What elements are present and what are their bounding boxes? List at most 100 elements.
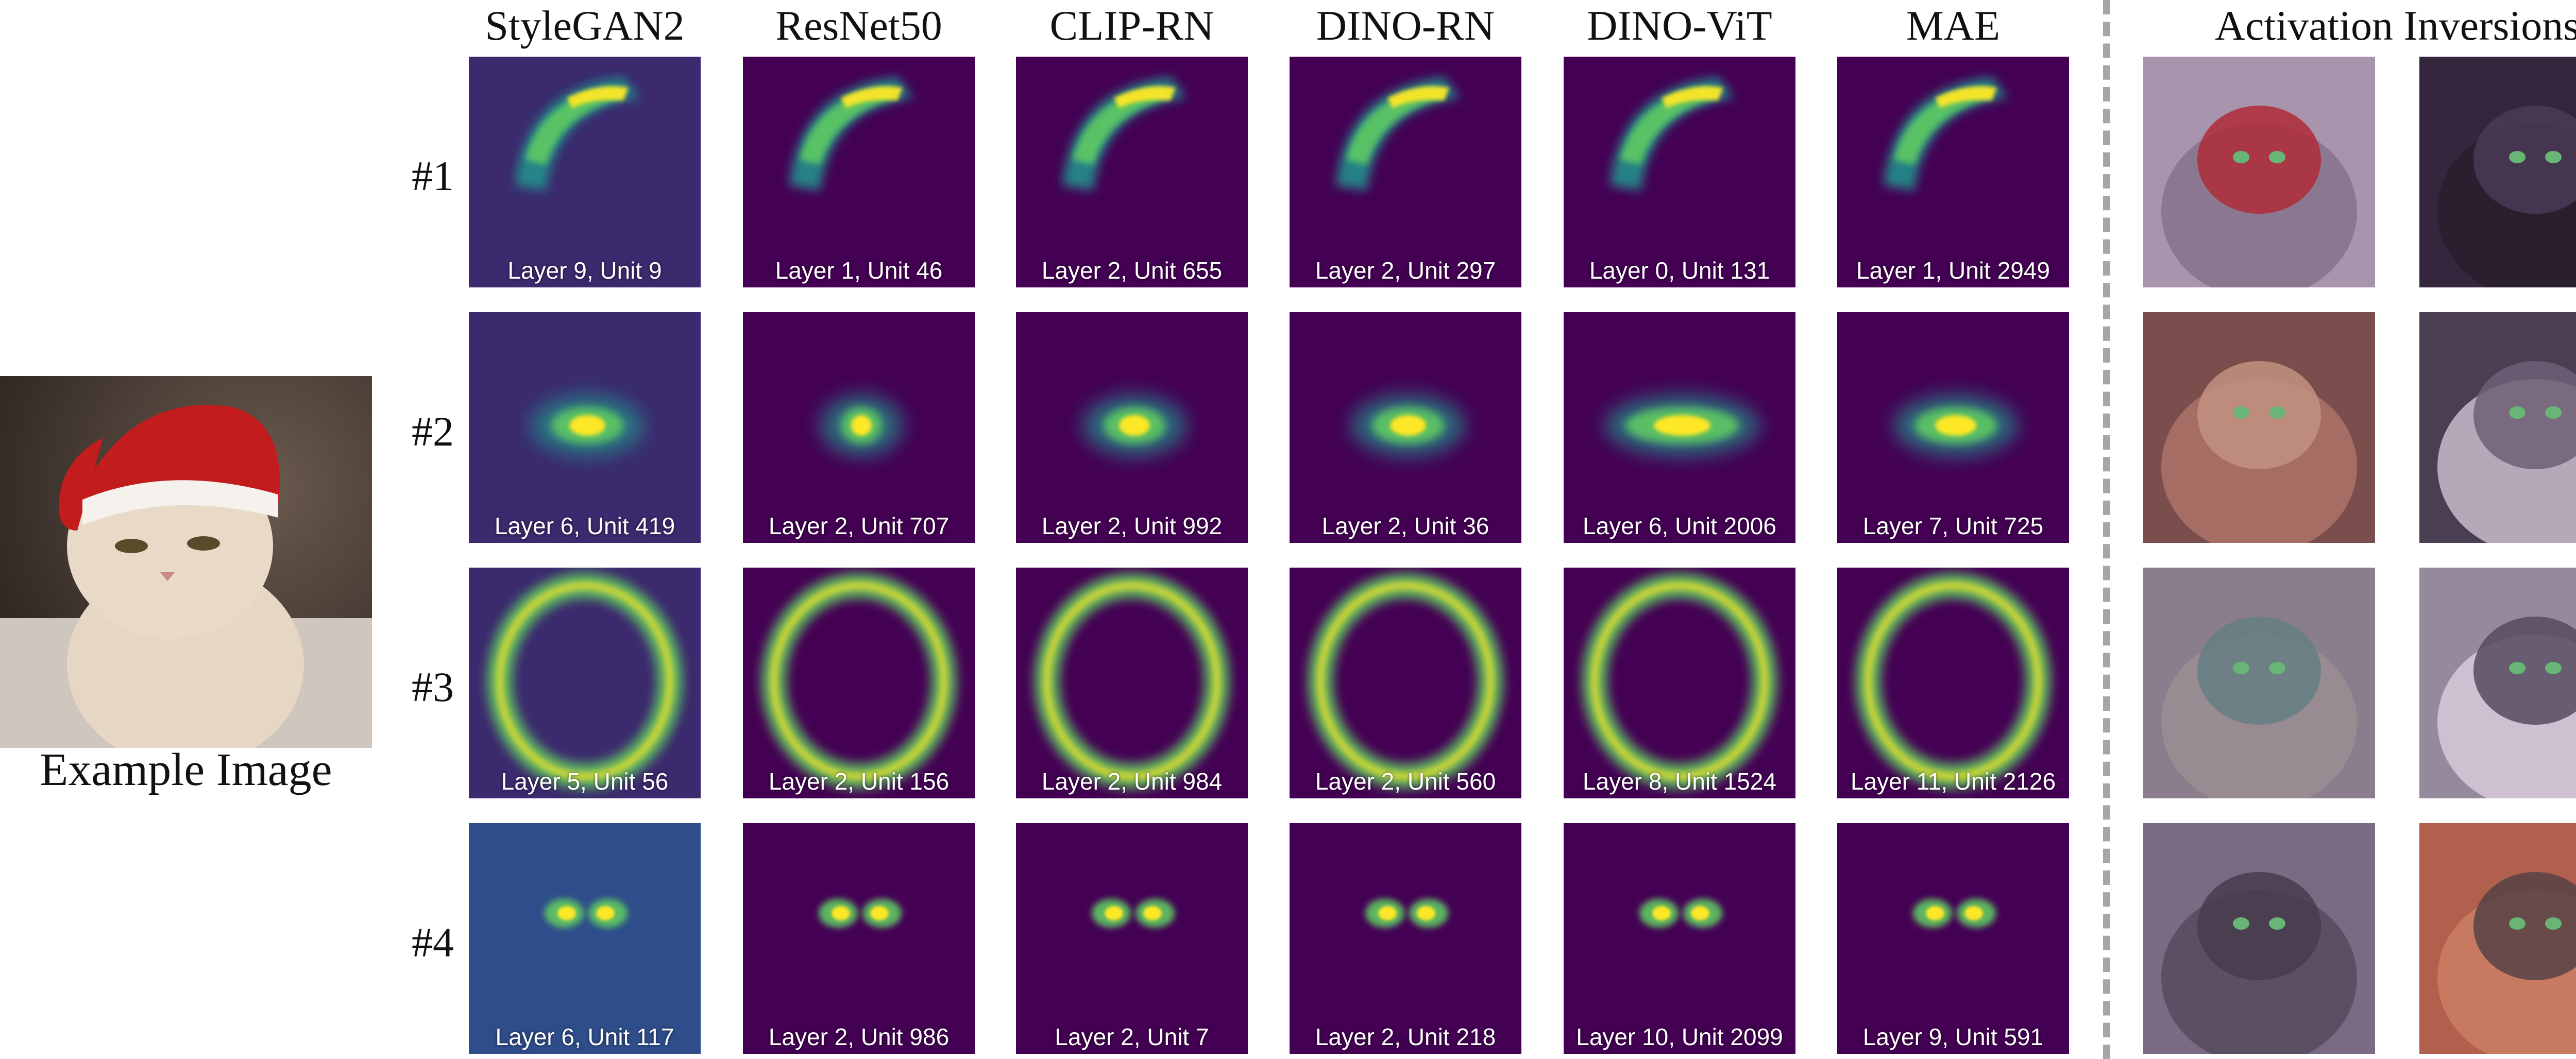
heatmap-image — [1564, 568, 1795, 798]
heatmap-caption: Layer 10, Unit 2099 — [1576, 1023, 1783, 1050]
row-label-3: #3 — [412, 663, 454, 710]
heatmap-caption: Layer 5, Unit 56 — [501, 768, 669, 795]
heat-blob — [1390, 415, 1426, 436]
heat-blob — [1378, 906, 1397, 920]
heatmap-image — [1290, 57, 1521, 287]
inversion-two-black-cats — [2419, 57, 2576, 287]
heatmap-image — [1290, 823, 1521, 1054]
heatmap-caption: Layer 0, Unit 131 — [1589, 257, 1770, 284]
heatmap-image — [469, 568, 701, 798]
heatmap-tile-clip-rn-row4: Layer 2, Unit 7 — [1016, 823, 1248, 1054]
heatmap-tile-clip-rn-row2: Layer 2, Unit 992 — [1016, 312, 1248, 543]
heatmap-tile-clip-rn-row1: Layer 2, Unit 655 — [1016, 57, 1248, 287]
heatmap-image — [1564, 57, 1795, 287]
inversion-orange-cat-green-eyes — [2419, 823, 2576, 1054]
heat-blob — [1926, 906, 1944, 920]
heatmap-image — [743, 568, 975, 798]
row-label-2: #2 — [412, 408, 454, 455]
section-divider — [2103, 0, 2110, 1059]
heat-blob — [1864, 582, 2042, 780]
heatmap-tile-mae-row2: Layer 7, Unit 725 — [1837, 312, 2069, 543]
heatmap-caption: Layer 9, Unit 591 — [1862, 1023, 2044, 1050]
heat-blob — [1620, 88, 1718, 165]
heat-blob — [1143, 906, 1162, 920]
heat-blob — [1119, 415, 1150, 436]
heatmap-tile-clip-rn-row3: Layer 2, Unit 984 — [1016, 568, 1248, 798]
column-header-resnet50: ResNet50 — [775, 2, 942, 49]
heatmap-caption: Layer 1, Unit 46 — [775, 257, 943, 284]
heatmap-tile-dino-rn-row1: Layer 2, Unit 297 — [1290, 57, 1521, 287]
heat-blob — [841, 86, 903, 108]
heat-blob — [832, 906, 850, 920]
column-header-dino-rn: DINO-RN — [1316, 2, 1495, 49]
heat-blob — [1417, 906, 1435, 920]
heatmap-caption: Layer 2, Unit 7 — [1055, 1023, 1209, 1050]
heatmap-tile-dino-vit-row1: Layer 0, Unit 131 — [1564, 57, 1795, 287]
heat-blob — [1073, 88, 1171, 165]
column-header-clip-rn: CLIP-RN — [1049, 2, 1214, 49]
heatmap-caption: Layer 1, Unit 2949 — [1856, 257, 2050, 284]
heatmap-caption: Layer 2, Unit 655 — [1041, 257, 1223, 284]
heat-blob — [569, 415, 605, 436]
heat-blob — [870, 906, 889, 920]
heatmap-image — [1290, 312, 1521, 543]
heatmap-image — [1564, 312, 1795, 543]
inversion-grey-cat-green-eyes — [2143, 823, 2375, 1054]
heatmap-caption: Layer 2, Unit 36 — [1321, 513, 1489, 539]
heatmap-image — [1016, 57, 1248, 287]
heatmap-tile-dino-rn-row3: Layer 2, Unit 560 — [1290, 568, 1521, 798]
heat-blob — [526, 88, 623, 165]
column-header-activation-inversions: Activation Inversions — [2214, 2, 2576, 49]
heat-blob — [1316, 582, 1495, 780]
heatmap-image — [1837, 57, 2069, 287]
heatmap-caption: Layer 8, Unit 1524 — [1583, 768, 1776, 795]
heatmap-caption: Layer 6, Unit 2006 — [1583, 513, 1776, 539]
heat-blob — [596, 906, 615, 920]
heatmap-image — [469, 57, 701, 287]
heat-blob — [567, 86, 629, 108]
heat-blob — [1652, 906, 1671, 920]
heatmap-tile-resnet50-row3: Layer 2, Unit 156 — [743, 568, 975, 798]
heatmap-caption: Layer 2, Unit 707 — [768, 513, 950, 539]
heatmap-caption: Layer 6, Unit 117 — [495, 1023, 674, 1050]
heat-blob — [1935, 415, 1976, 436]
heatmap-image — [743, 312, 975, 543]
heatmap-image — [743, 823, 975, 1054]
heatmap-caption: Layer 6, Unit 419 — [494, 513, 675, 539]
inversion-cat-with-santa-hat — [2143, 57, 2375, 287]
heatmap-caption: Layer 2, Unit 986 — [768, 1023, 950, 1050]
heat-blob — [1105, 906, 1123, 920]
heatmap-tile-dino-rn-row4: Layer 2, Unit 218 — [1290, 823, 1521, 1054]
heatmap-image — [1016, 568, 1248, 798]
heat-blob — [1043, 582, 1221, 780]
heatmap-caption: Layer 2, Unit 218 — [1315, 1023, 1496, 1050]
heatmap-caption: Layer 2, Unit 992 — [1041, 513, 1223, 539]
heatmap-image — [743, 57, 975, 287]
heatmap-tile-dino-vit-row3: Layer 8, Unit 1524 — [1564, 568, 1795, 798]
heatmap-caption: Layer 2, Unit 560 — [1315, 768, 1496, 795]
heatmap-tile-dino-vit-row4: Layer 10, Unit 2099 — [1564, 823, 1795, 1054]
heatmap-tile-stylegan2-row2: Layer 6, Unit 419 — [469, 312, 701, 543]
heat-blob — [851, 415, 872, 436]
heat-blob — [1114, 86, 1176, 108]
column-header-dino-vit: DINO-ViT — [1587, 2, 1772, 49]
heat-blob — [496, 582, 674, 780]
heatmap-image — [1564, 823, 1795, 1054]
heat-blob — [800, 88, 897, 165]
heatmap-caption: Layer 9, Unit 9 — [507, 257, 662, 284]
heat-blob — [1964, 906, 1983, 920]
heatmap-image — [1016, 823, 1248, 1054]
row-label-1: #1 — [412, 152, 454, 199]
heatmap-image — [1837, 312, 2069, 543]
heatmap-image — [1016, 312, 1248, 543]
inversion-black-white-cat-sitting — [2419, 568, 2576, 798]
heat-blob — [1654, 415, 1710, 436]
heat-blob — [1346, 88, 1444, 165]
heatmap-tile-stylegan2-row1: Layer 9, Unit 9 — [469, 57, 701, 287]
inversion-black-white-cat — [2419, 312, 2576, 543]
heatmap-image — [469, 823, 701, 1054]
heat-blob — [557, 906, 576, 920]
heatmap-image — [1290, 568, 1521, 798]
heatmap-image — [469, 312, 701, 543]
heat-blob — [1691, 906, 1709, 920]
